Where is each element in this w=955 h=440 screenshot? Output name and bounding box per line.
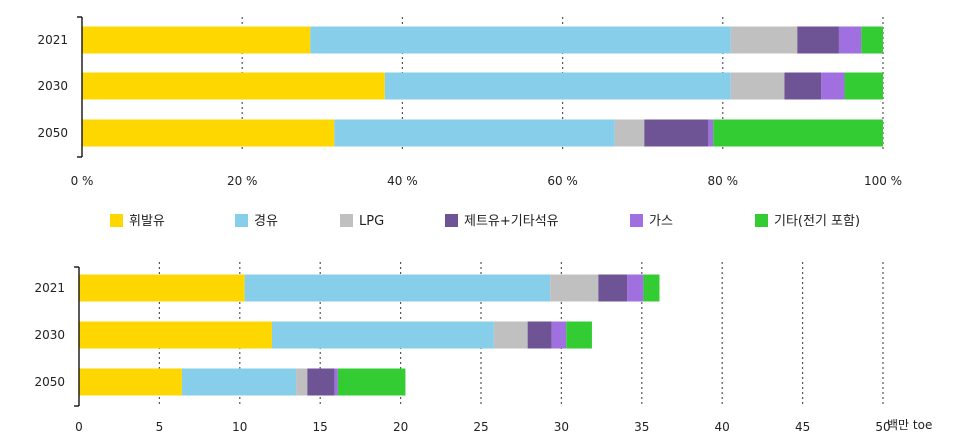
bar-segment bbox=[784, 72, 822, 100]
x-axis-unit: 백만 toe bbox=[887, 418, 932, 432]
x-tick-label: 30 bbox=[554, 420, 569, 434]
legend-swatch bbox=[110, 214, 123, 227]
legend-label: 휘발유 bbox=[129, 214, 165, 229]
category-label: 2030 bbox=[34, 328, 65, 342]
bar-segment bbox=[337, 368, 406, 396]
x-tick-label: 35 bbox=[634, 420, 649, 434]
category-label: 2021 bbox=[34, 281, 65, 295]
bar-segment bbox=[614, 119, 645, 147]
x-tick-label: 20 bbox=[393, 420, 408, 434]
x-tick-label: 100 % bbox=[864, 174, 902, 188]
x-tick-label: 40 % bbox=[387, 174, 418, 188]
x-tick-label: 25 bbox=[473, 420, 488, 434]
category-label: 2021 bbox=[37, 33, 68, 47]
bar-segment bbox=[82, 26, 311, 54]
bar-segment bbox=[493, 321, 528, 349]
legend-label: 가스 bbox=[649, 214, 673, 229]
legend-swatch bbox=[235, 214, 248, 227]
bar-segment bbox=[82, 119, 335, 147]
x-tick-label: 15 bbox=[313, 420, 328, 434]
x-tick-label: 5 bbox=[156, 420, 164, 434]
bar-segment bbox=[181, 368, 297, 396]
bar-segment bbox=[713, 119, 883, 147]
bar-segment bbox=[821, 72, 845, 100]
bar-segment bbox=[527, 321, 552, 349]
x-tick-label: 0 bbox=[75, 420, 83, 434]
bar-segment bbox=[708, 119, 714, 147]
x-tick-label: 40 bbox=[715, 420, 730, 434]
legend-label: LPG bbox=[359, 214, 384, 229]
bar-segment bbox=[797, 26, 839, 54]
x-tick-label: 0 % bbox=[71, 174, 94, 188]
bar-segment bbox=[244, 274, 551, 302]
bar-segment bbox=[566, 321, 592, 349]
bar-segment bbox=[79, 368, 182, 396]
legend-label: 경유 bbox=[254, 214, 278, 229]
legend-swatch bbox=[445, 214, 458, 227]
legend-swatch bbox=[755, 214, 768, 227]
bar-segment bbox=[643, 274, 660, 302]
bar-segment bbox=[838, 26, 862, 54]
bar-segment bbox=[730, 72, 785, 100]
bar-segment bbox=[334, 368, 338, 396]
bar-segment bbox=[598, 274, 628, 302]
bar-segment bbox=[627, 274, 644, 302]
legend-label: 기타(전기 포함) bbox=[774, 214, 860, 229]
x-tick-label: 60 % bbox=[547, 174, 578, 188]
x-tick-label: 20 % bbox=[227, 174, 258, 188]
bar-segment bbox=[310, 26, 731, 54]
x-tick-label: 45 bbox=[795, 420, 810, 434]
bar-segment bbox=[271, 321, 494, 349]
bar-segment bbox=[384, 72, 731, 100]
bar-segment bbox=[730, 26, 798, 54]
x-tick-label: 80 % bbox=[708, 174, 739, 188]
bar-segment bbox=[550, 274, 599, 302]
legend-swatch bbox=[630, 214, 643, 227]
category-label: 2050 bbox=[37, 126, 68, 140]
bar-segment bbox=[79, 321, 272, 349]
bar-segment bbox=[861, 26, 883, 54]
category-label: 2030 bbox=[37, 79, 68, 93]
legend: 휘발유 경유 LPG 제트유+기타석유 가스 기타(전기 포함) bbox=[110, 214, 860, 229]
category-label: 2050 bbox=[34, 375, 65, 389]
bar-segment bbox=[334, 119, 615, 147]
top-chart-share: 2021 2030 2050 0 % 20 % 40 % 60 % 80 % 100 % bbox=[37, 16, 902, 188]
bar-segment bbox=[551, 321, 567, 349]
bar-segment bbox=[82, 72, 385, 100]
x-tick-label: 10 bbox=[232, 420, 247, 434]
bar-segment bbox=[644, 119, 709, 147]
bar-segment bbox=[79, 274, 245, 302]
legend-label: 제트유+기타석유 bbox=[464, 214, 559, 229]
x-tick-label: 50 bbox=[875, 420, 890, 434]
legend-swatch bbox=[340, 214, 353, 227]
bar-segment bbox=[307, 368, 335, 396]
bar-segment bbox=[844, 72, 883, 100]
bar-segment bbox=[296, 368, 308, 396]
